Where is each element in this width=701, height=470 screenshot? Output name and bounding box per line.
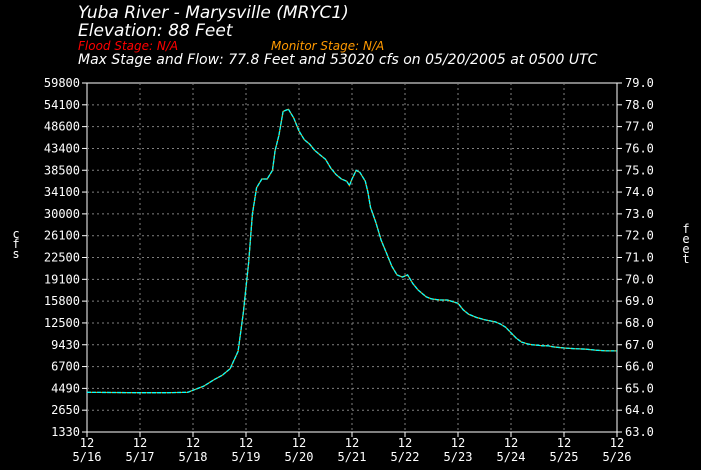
y-tick-label-right: 74.0 <box>625 185 654 199</box>
x-tick-label-date: 5/19 <box>232 450 261 464</box>
y-tick-label-left: 2650 <box>51 403 80 417</box>
axis-title-char: c <box>12 227 19 241</box>
stage-series-line <box>86 108 617 394</box>
x-tick-label-hour: 12 <box>80 436 94 450</box>
axis-title-char: f <box>12 237 19 251</box>
stage-status-line: Flood Stage: N/A Monitor Stage: N/A <box>78 39 384 53</box>
y-tick-label-left: 12500 <box>44 316 80 330</box>
y-tick-label-left: 26100 <box>44 229 80 243</box>
chart-title: Yuba River - Marysville (MRYC1) <box>78 3 349 23</box>
x-tick-label-date: 5/21 <box>338 450 367 464</box>
elevation-label: Elevation: 88 Feet <box>78 21 233 41</box>
x-tick-label-hour: 12 <box>610 436 624 450</box>
x-tick-label-date: 5/26 <box>603 450 632 464</box>
y-tick-label-right: 71.0 <box>625 251 654 265</box>
x-tick-label-hour: 12 <box>504 436 518 450</box>
y-tick-label-right: 76.0 <box>625 141 654 155</box>
y-tick-label-left: 48600 <box>44 120 80 134</box>
x-tick-label-date: 5/16 <box>73 450 102 464</box>
y-tick-label-left: 15800 <box>44 294 80 308</box>
y-tick-label-right: 68.0 <box>625 316 654 330</box>
x-tick-label-hour: 12 <box>451 436 465 450</box>
y-tick-label-left: 34100 <box>44 185 80 199</box>
y-tick-label-right: 70.0 <box>625 272 654 286</box>
y-tick-label-right: 64.0 <box>625 403 654 417</box>
x-tick-label-date: 5/22 <box>391 450 420 464</box>
axis-title-char: e <box>682 242 689 256</box>
y-tick-label-right: 69.0 <box>625 294 654 308</box>
x-tick-label-date: 5/18 <box>179 450 208 464</box>
y-tick-label-left: 59800 <box>44 76 80 90</box>
x-tick-label-hour: 12 <box>292 436 306 450</box>
axis-title-char: t <box>682 252 689 266</box>
monitor-stage-label: Monitor Stage: N/A <box>271 39 385 53</box>
y-tick-label-right: 75.0 <box>625 163 654 177</box>
y-tick-label-left: 22500 <box>44 251 80 265</box>
y-tick-label-left: 38500 <box>44 163 80 177</box>
y-tick-label-right: 65.0 <box>625 381 654 395</box>
y-tick-label-right: 78.0 <box>625 98 654 112</box>
x-tick-label-hour: 12 <box>239 436 253 450</box>
y-tick-label-right: 77.0 <box>625 120 654 134</box>
y-tick-label-left: 54100 <box>44 98 80 112</box>
x-tick-label-hour: 12 <box>133 436 147 450</box>
x-tick-label-hour: 12 <box>186 436 200 450</box>
x-tick-label-hour: 12 <box>345 436 359 450</box>
x-tick-label-hour: 12 <box>557 436 571 450</box>
y-tick-label-right: 79.0 <box>625 76 654 90</box>
y-axis-title-left: cfs <box>12 227 19 261</box>
x-tick-label-hour: 12 <box>398 436 412 450</box>
y-tick-label-left: 19100 <box>44 272 80 286</box>
y-tick-label-left: 9430 <box>51 338 80 352</box>
y-tick-label-left: 4490 <box>51 381 80 395</box>
y-tick-label-left: 1330 <box>51 425 80 439</box>
y-tick-label-right: 67.0 <box>625 338 654 352</box>
x-tick-label-date: 5/24 <box>497 450 526 464</box>
stage-series-underlay <box>86 108 617 394</box>
y-tick-label-right: 73.0 <box>625 207 654 221</box>
y-tick-label-left: 30000 <box>44 207 80 221</box>
x-tick-label-date: 5/23 <box>444 450 473 464</box>
axis-title-char: f <box>682 222 689 236</box>
y-tick-label-left: 43400 <box>44 141 80 155</box>
y-tick-label-right: 66.0 <box>625 360 654 374</box>
axis-title-char: s <box>12 247 19 261</box>
y-tick-label-right: 63.0 <box>625 425 654 439</box>
y-tick-label-right: 72.0 <box>625 229 654 243</box>
x-tick-label-date: 5/17 <box>126 450 155 464</box>
max-stage-flow-label: Max Stage and Flow: 77.8 Feet and 53020 … <box>78 52 598 68</box>
y-tick-label-left: 6700 <box>51 360 80 374</box>
axis-title-char: e <box>682 232 689 246</box>
flood-stage-label: Flood Stage: N/A <box>78 39 179 53</box>
x-tick-label-date: 5/20 <box>285 450 314 464</box>
x-tick-label-date: 5/25 <box>550 450 579 464</box>
